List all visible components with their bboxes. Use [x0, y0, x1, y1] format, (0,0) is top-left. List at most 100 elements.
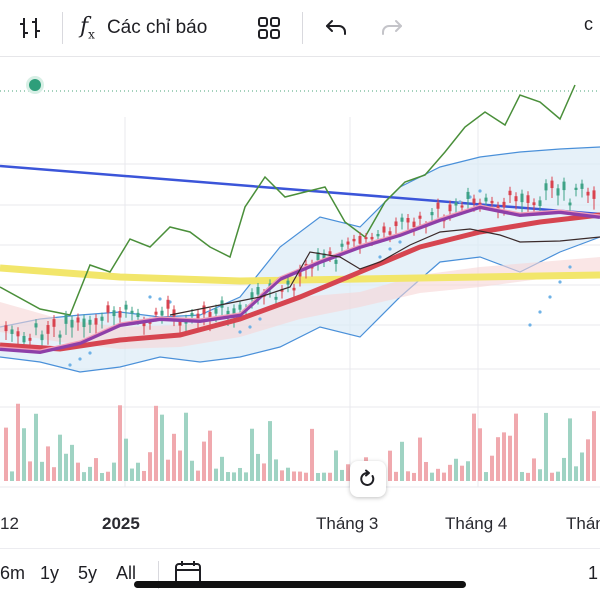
volume-bar [34, 413, 38, 481]
volume-bar [340, 469, 344, 481]
candle-body [358, 236, 362, 244]
volume-bar [40, 461, 44, 481]
candle-body [406, 218, 410, 223]
status-dot [29, 79, 41, 91]
volume-bar [520, 471, 524, 481]
volume-bar [532, 458, 536, 481]
volume-bar [556, 471, 560, 481]
undo-icon[interactable] [320, 8, 352, 48]
volume-bar [142, 470, 146, 481]
x-label-may: Tháng [566, 514, 600, 533]
candle-body [574, 187, 578, 190]
candle-body [556, 188, 560, 196]
volume-bar [388, 450, 392, 481]
volume-bar [568, 418, 572, 481]
candle-body [364, 237, 368, 240]
volume-bar [280, 470, 284, 481]
range-1y[interactable]: 1y [40, 563, 60, 583]
volume-bar [262, 463, 266, 481]
redo-icon[interactable] [376, 8, 408, 48]
chart-canvas[interactable] [0, 57, 600, 547]
candle-body [280, 289, 284, 292]
layout-grid-icon[interactable] [252, 8, 286, 48]
candle-body [52, 319, 56, 327]
volume-bar [250, 428, 254, 481]
band-lower [0, 236, 600, 373]
volume-bar [214, 468, 218, 481]
candle-body [130, 310, 134, 314]
volume-bar [268, 421, 272, 481]
volume-bar [448, 464, 452, 481]
reset-view-button[interactable] [350, 461, 386, 497]
candle-type-icon[interactable] [12, 8, 48, 48]
range-5y[interactable]: 5y [78, 563, 98, 583]
volume-bar [136, 462, 140, 481]
candle-body [340, 243, 344, 247]
candle-body [532, 202, 536, 206]
candle-body [412, 221, 416, 228]
candle-body [178, 321, 182, 326]
range-6m[interactable]: 6m [0, 563, 26, 583]
volume-bar [232, 472, 236, 481]
price-chart[interactable] [0, 57, 600, 547]
range-all[interactable]: All [116, 563, 137, 583]
indicators-button[interactable]: fx Các chỉ báo [80, 8, 240, 48]
oscillator-line [0, 84, 576, 316]
candle-body [106, 305, 110, 313]
x-label-march: Tháng 3 [316, 514, 379, 533]
volume-bar [88, 466, 92, 481]
volume-bar [346, 464, 350, 481]
volume-bar [586, 439, 590, 481]
candle-body [46, 325, 50, 334]
volume-bar [412, 472, 416, 481]
volume-bar [208, 430, 212, 481]
candle-body [250, 292, 254, 300]
volume-bar [442, 472, 446, 481]
candle-body [94, 318, 98, 325]
candle-body [76, 317, 80, 323]
volume-bar [64, 453, 68, 481]
candle-body [472, 198, 476, 204]
candle-body [64, 314, 68, 324]
candle-body [286, 280, 290, 285]
volume-bar [322, 472, 326, 481]
candle-body [232, 308, 236, 317]
volume-bar [70, 444, 74, 481]
ma-black [169, 228, 600, 316]
candle-body [400, 217, 404, 222]
volume-bar [508, 435, 512, 481]
volume-bar [172, 433, 176, 481]
volume-bar [274, 459, 278, 481]
candle-body [226, 310, 230, 317]
candle-body [124, 304, 128, 310]
volume-bar [118, 405, 122, 481]
volume-bar [538, 469, 542, 481]
candle-body [460, 205, 464, 208]
volume-bar [202, 441, 206, 481]
volume-bar [334, 450, 338, 481]
volume-bar [256, 453, 260, 481]
volume-bar [52, 467, 56, 481]
volume-bar [112, 462, 116, 481]
candle-body [238, 304, 242, 310]
candle-body [10, 329, 14, 334]
candle-body [388, 231, 392, 235]
volume-bar [100, 473, 104, 481]
candle-body [496, 205, 500, 211]
volume-bar [196, 470, 200, 481]
volume-bar [190, 460, 194, 481]
range-bar: 6m 1y 5y All 1 [0, 548, 600, 601]
candle-body [448, 204, 452, 212]
volume-bar [292, 471, 296, 481]
candle-body [328, 251, 332, 255]
x-label-dec: 12 [0, 514, 19, 533]
volume-bar [310, 428, 314, 481]
range-divider [158, 561, 159, 589]
candle-body [70, 319, 74, 328]
volume-bar [148, 452, 152, 481]
volume-bar [298, 471, 302, 481]
candle-body [586, 191, 590, 196]
candle-body [520, 193, 524, 203]
toolbar-divider [62, 12, 63, 44]
volume-bar [22, 428, 26, 481]
